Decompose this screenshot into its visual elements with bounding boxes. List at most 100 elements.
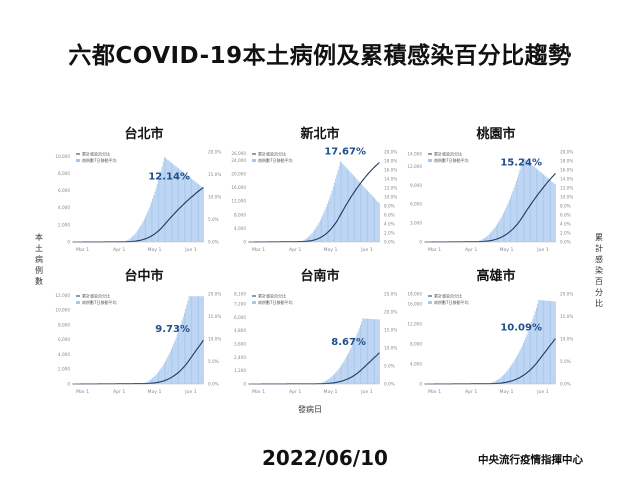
y-tick-label: 4,000 (58, 352, 70, 357)
case-bar (351, 173, 353, 242)
case-bar (494, 381, 496, 384)
case-bar (507, 369, 509, 384)
case-bar (147, 381, 149, 384)
case-bar (201, 296, 203, 384)
y2-tick-label: 20.0% (208, 150, 221, 155)
case-bar (545, 300, 547, 384)
case-bar (554, 301, 556, 384)
case-bar (355, 177, 357, 242)
case-bar (510, 366, 511, 384)
case-bar (347, 168, 348, 242)
case-bar (526, 334, 528, 384)
case-bar (541, 300, 543, 384)
y2-tick-label: 18.0% (384, 159, 397, 164)
case-bar (169, 161, 171, 242)
y2-tick-label: 5.0% (208, 359, 219, 364)
chart-svg: 台北市 0 2,000 4,000 6,000 8,000 10,000 0.0% 5.0% 10… (55, 126, 221, 253)
case-bar (359, 325, 361, 384)
case-bar (165, 360, 167, 384)
case-bar (349, 171, 351, 242)
case-bar (321, 217, 322, 242)
case-bar (332, 186, 334, 242)
case-bar (506, 205, 508, 242)
chart-title: 高雄市 (476, 268, 515, 284)
case-bar (539, 171, 541, 242)
x-tick-label: Mar 1 (76, 247, 89, 253)
case-bar (150, 378, 152, 384)
legend-bar-label: 病例數7日移動平均 (82, 299, 117, 305)
case-bar (367, 190, 368, 242)
case-bar (355, 337, 357, 384)
case-bar (325, 206, 327, 242)
y2-tick-label: 20.0% (384, 150, 397, 155)
case-bar (505, 372, 507, 384)
case-bar (551, 181, 553, 242)
case-bar (183, 312, 185, 384)
case-bar (167, 356, 169, 384)
case-bar (502, 375, 504, 384)
case-bar (159, 175, 161, 242)
case-bar (145, 216, 146, 242)
y2-tick-label: 10.0% (208, 195, 221, 200)
case-bar (517, 177, 519, 242)
y2-tick-label: 10.0% (384, 195, 397, 200)
case-bar (198, 184, 200, 242)
y2-tick-label: 5.0% (384, 364, 395, 369)
case-bar (499, 219, 501, 242)
case-bar (521, 161, 523, 242)
case-bar (329, 197, 331, 242)
case-bar (513, 361, 515, 384)
case-bar (358, 181, 360, 242)
y2-tick-label: 15.0% (208, 314, 221, 319)
case-bar (153, 195, 155, 242)
chart-title: 桃園市 (476, 126, 515, 142)
y-tick-label: 14,000 (407, 151, 422, 156)
case-bar (335, 372, 337, 384)
case-bar (310, 234, 312, 242)
case-bar (515, 180, 517, 242)
case-bar (533, 166, 535, 242)
case-bar (359, 182, 361, 242)
page-title: 六都COVID-19本土病例及累積感染百分比趨勢 (68, 43, 572, 69)
legend-line-label: 累計感染百分比 (82, 293, 110, 299)
case-bar (369, 318, 371, 384)
case-bar (192, 179, 194, 242)
chart-panel-taichung: 台中市 0 2,000 4,000 6,000 8,000 10,000 12,000 0.0%… (54, 266, 234, 406)
case-bar (343, 361, 345, 384)
y2-tick-label: 20.0% (384, 310, 397, 315)
y2-tick-label: 20.0% (560, 292, 573, 297)
case-bar (484, 238, 486, 242)
case-bar (513, 187, 515, 242)
case-bar (132, 236, 134, 242)
case-bar (493, 228, 495, 242)
legend-line-label: 累計感染百分比 (434, 151, 462, 157)
case-bar (328, 200, 330, 242)
case-bar (515, 357, 517, 384)
case-bar (314, 229, 315, 242)
case-bar (160, 368, 162, 384)
y-tick-label: 16,000 (231, 185, 246, 190)
case-bar (343, 165, 345, 242)
y2-tick-label: 8.0% (384, 204, 395, 209)
case-bar (354, 176, 355, 242)
case-bar (514, 184, 516, 242)
case-bar (322, 382, 324, 384)
legend-line-label: 累計感染百分比 (258, 151, 286, 157)
case-bar (180, 170, 182, 242)
cumulative-pct-line (424, 338, 556, 385)
case-bar (139, 227, 141, 242)
case-bar (181, 320, 183, 384)
case-bar (336, 371, 338, 384)
y-tick-label: 0 (419, 240, 422, 245)
case-bar (161, 366, 163, 384)
case-bar (486, 236, 488, 242)
case-bar (141, 223, 143, 242)
chart-panel-taoyuan: 桃園市 0 3,000 6,000 9,000 12,000 14,000 0.0% 2.0% 4… (406, 124, 586, 264)
case-bar (326, 203, 328, 242)
case-bar (181, 171, 183, 242)
y-tick-label: 6,000 (234, 315, 246, 320)
case-bar (315, 228, 317, 242)
y-tick-label: 10,000 (55, 308, 70, 313)
case-bar (149, 379, 151, 384)
case-bar (309, 235, 311, 242)
